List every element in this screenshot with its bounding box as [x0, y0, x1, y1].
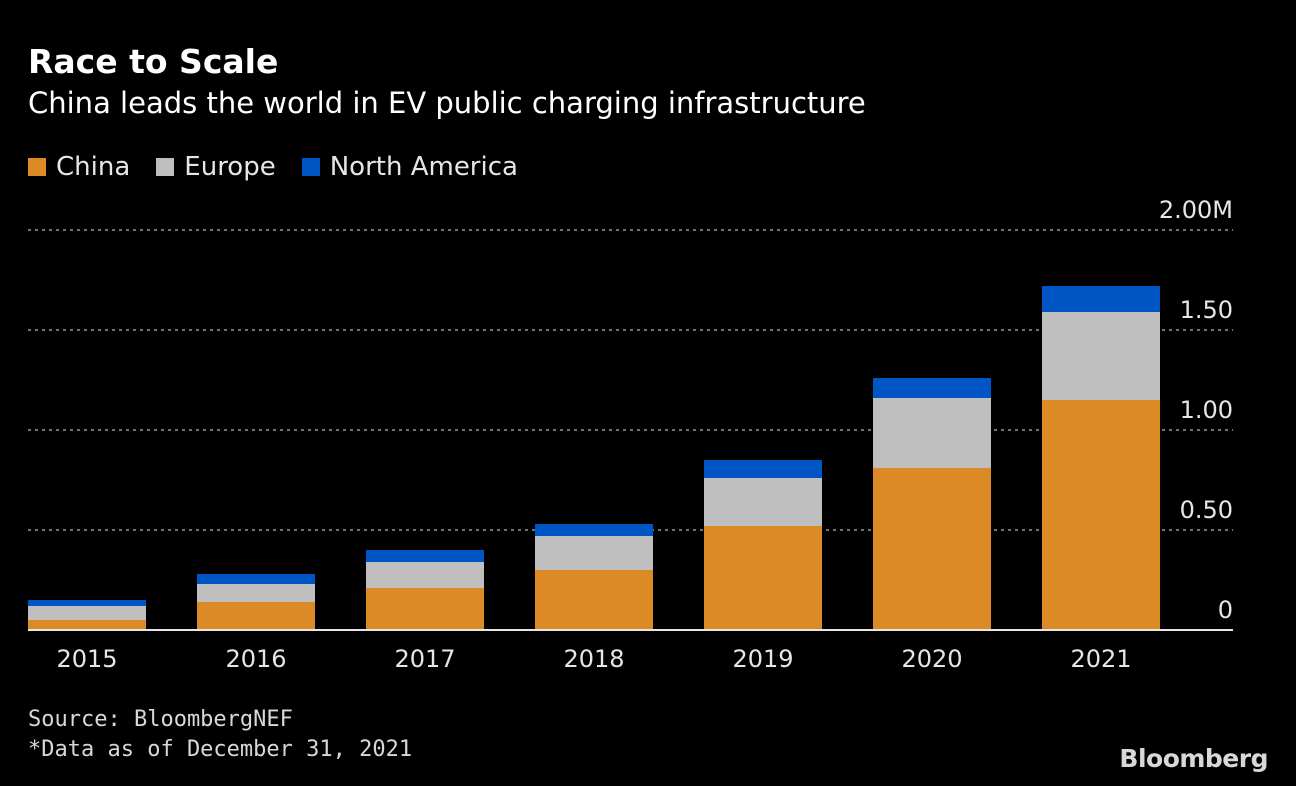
- bar-north-america-2020: [873, 378, 991, 398]
- bar-china-2015: [28, 620, 146, 630]
- bar-china-2018: [535, 570, 653, 630]
- bar-europe-2018: [535, 536, 653, 570]
- footnote-text: *Data as of December 31, 2021: [28, 737, 413, 762]
- chart-title: Race to Scale: [28, 42, 279, 81]
- legend-label: China: [56, 152, 131, 182]
- bar-china-2016: [197, 602, 315, 630]
- legend-swatch-north-america: [301, 158, 320, 176]
- y-tick-label: 2.00M: [1159, 196, 1233, 224]
- bar-china-2020: [873, 468, 991, 630]
- legend: China Europe North America: [28, 152, 518, 182]
- bar-north-america-2016: [197, 574, 315, 584]
- chart-subtitle: China leads the world in EV public charg…: [28, 86, 866, 120]
- source-text: Source: BloombergNEF: [28, 707, 293, 732]
- legend-label: Europe: [184, 152, 276, 182]
- bar-europe-2021: [1042, 312, 1160, 400]
- x-tick-label: 2019: [732, 645, 793, 673]
- x-tick-label: 2016: [225, 645, 286, 673]
- x-tick-label: 2021: [1070, 645, 1131, 673]
- legend-swatch-europe: [156, 158, 175, 176]
- bar-north-america-2015: [28, 600, 146, 606]
- x-tick-label: 2018: [563, 645, 624, 673]
- bar-north-america-2021: [1042, 286, 1160, 312]
- bar-china-2021: [1042, 400, 1160, 630]
- bar-north-america-2019: [704, 460, 822, 478]
- y-tick-label: 1.50: [1180, 296, 1233, 324]
- x-tick-label: 2015: [56, 645, 117, 673]
- legend-swatch-china: [28, 158, 46, 176]
- y-tick-label: 1.00: [1180, 396, 1233, 424]
- legend-item-china: China: [28, 152, 130, 182]
- bar-europe-2019: [704, 478, 822, 526]
- x-tick-label: 2020: [901, 645, 962, 673]
- bar-europe-2020: [873, 398, 991, 468]
- source-note: Source: BloombergNEF *Data as of Decembe…: [28, 705, 412, 765]
- bar-europe-2016: [197, 584, 315, 602]
- bar-north-america-2017: [366, 550, 484, 562]
- bar-china-2019: [704, 526, 822, 630]
- bar-china-2017: [366, 588, 484, 630]
- legend-item-europe: Europe: [156, 152, 276, 182]
- y-tick-label: 0.50: [1180, 496, 1233, 524]
- bar-north-america-2018: [535, 524, 653, 536]
- bar-europe-2015: [28, 606, 146, 620]
- bar-europe-2017: [366, 562, 484, 588]
- y-tick-label: 0: [1218, 596, 1233, 624]
- legend-label: North America: [329, 152, 518, 182]
- x-tick-label: 2017: [394, 645, 455, 673]
- legend-item-north-america: North America: [301, 152, 518, 182]
- bloomberg-logo: Bloomberg: [1119, 744, 1268, 773]
